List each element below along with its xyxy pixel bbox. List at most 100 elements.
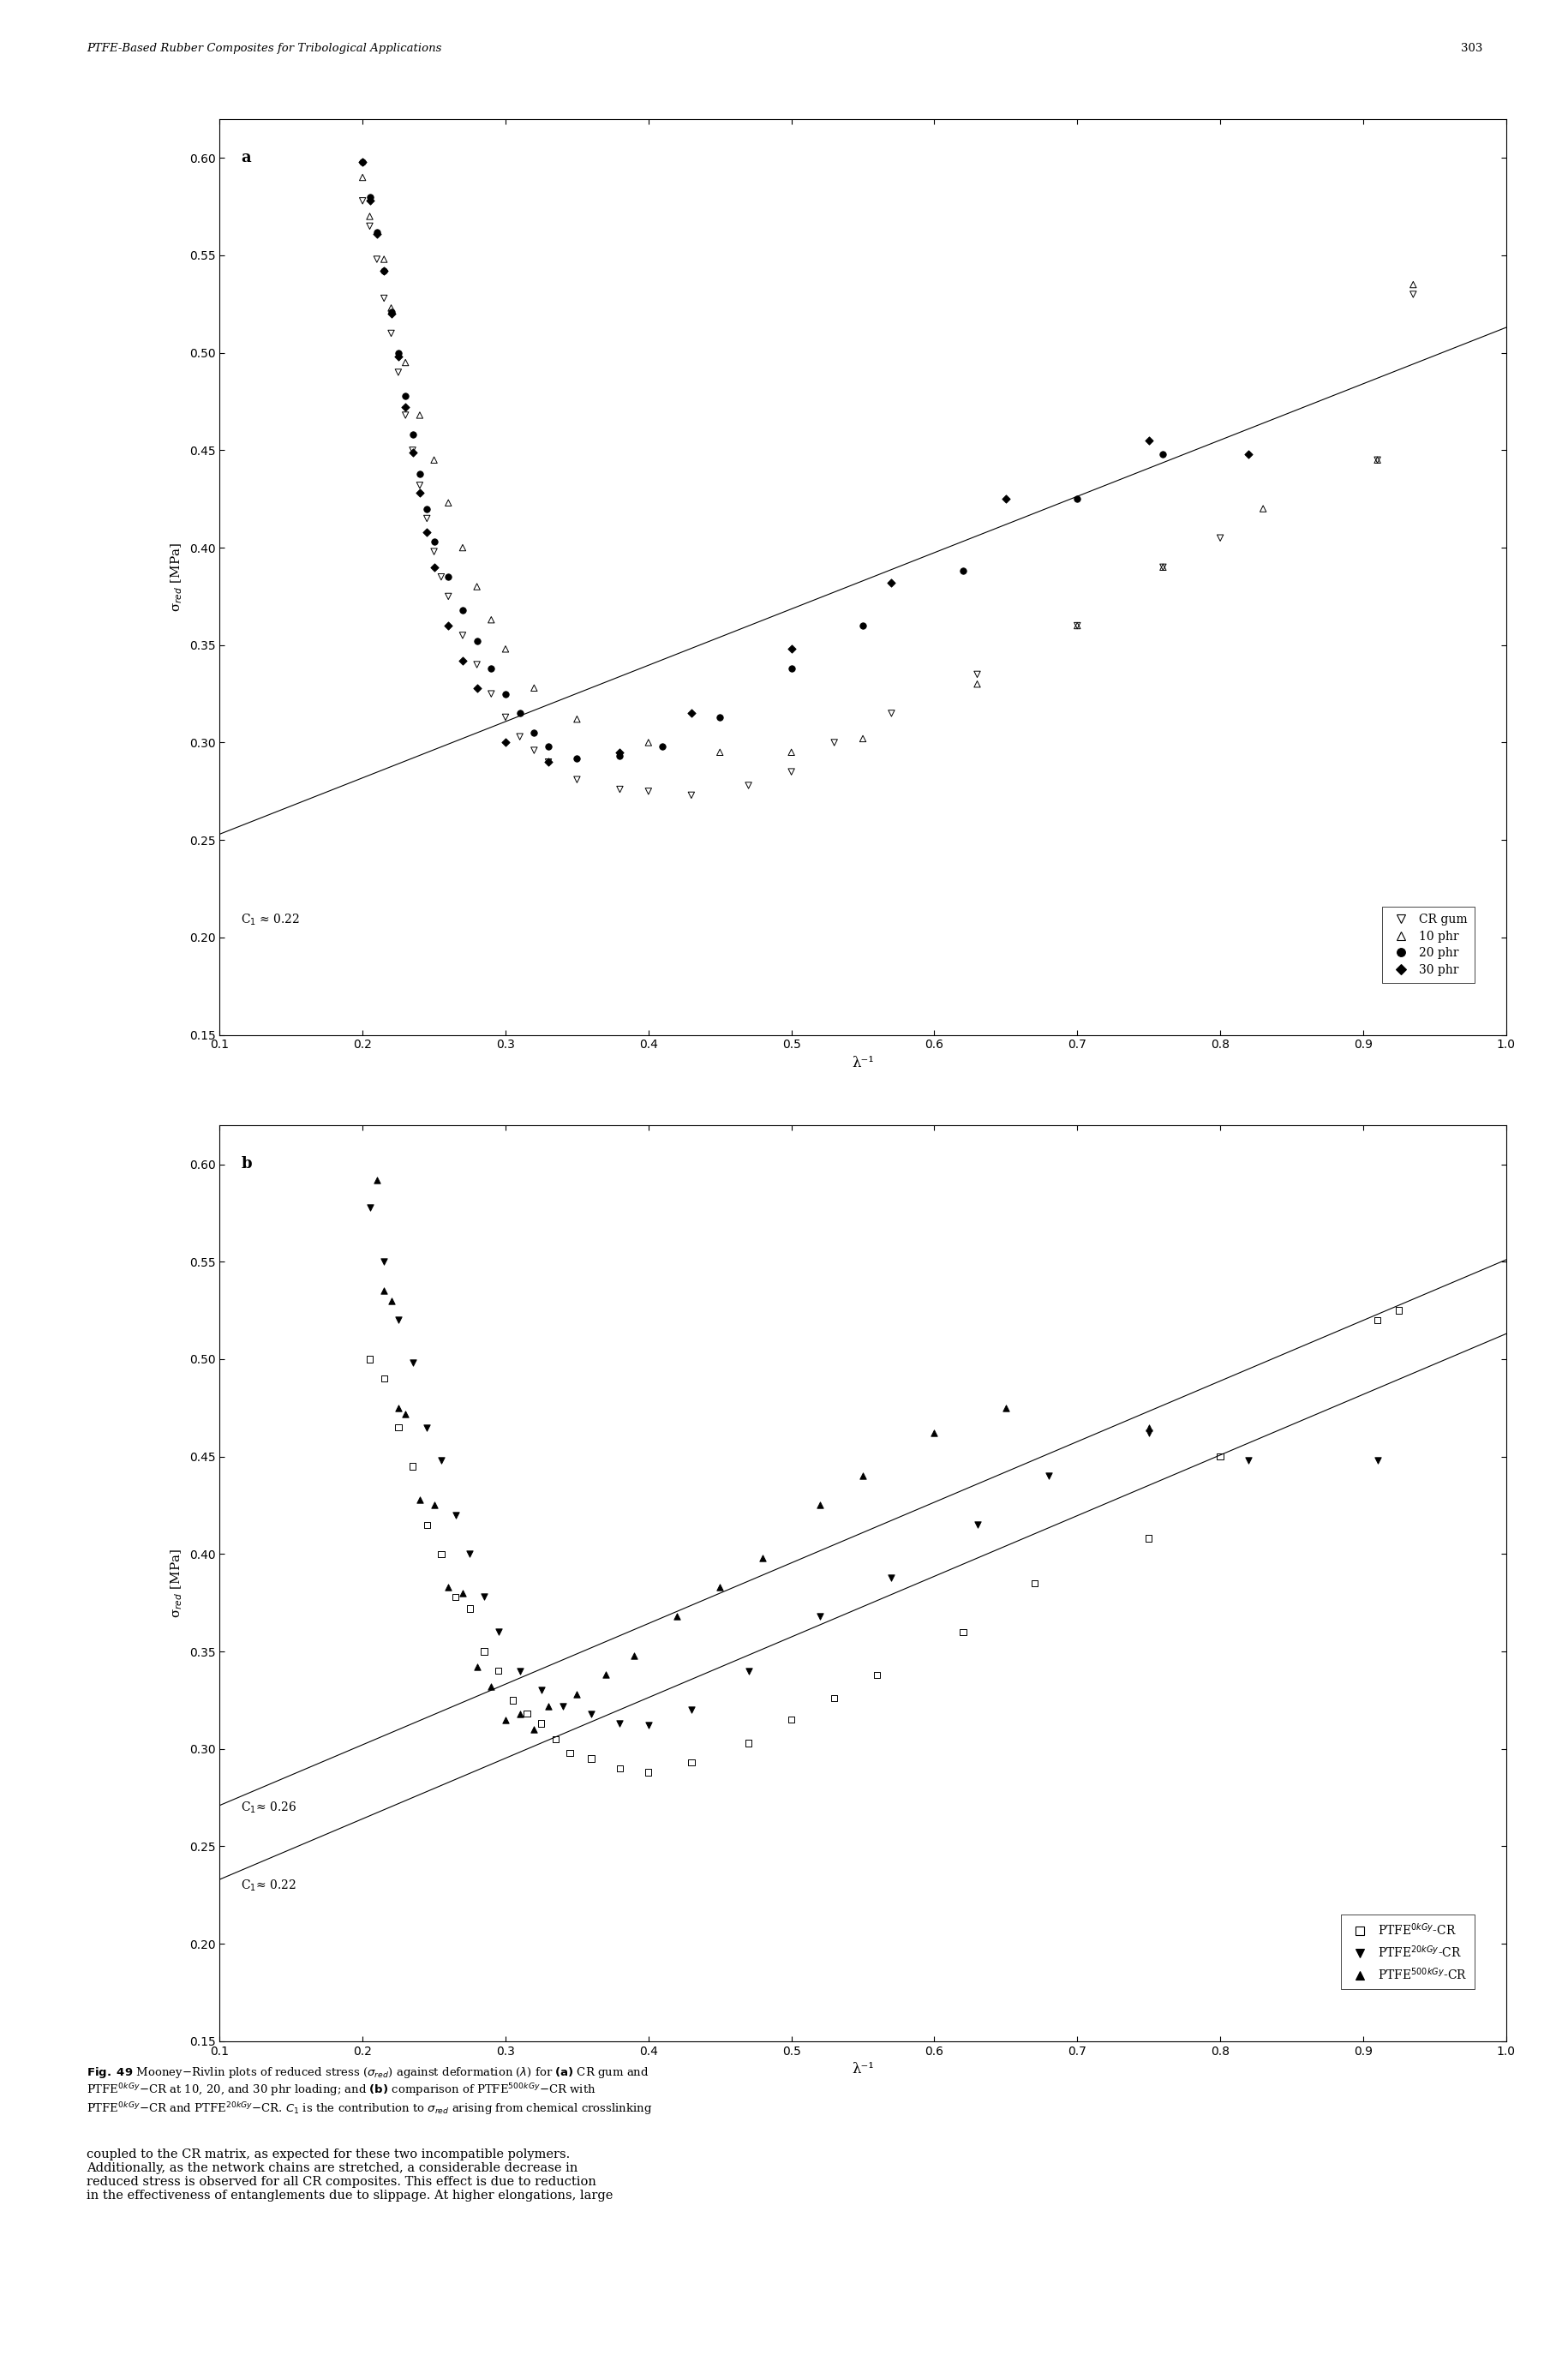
Point — [400, 433, 425, 471]
Point — [679, 1744, 704, 1782]
Point — [950, 552, 975, 590]
Text: C$_1$≈ 0.22: C$_1$≈ 0.22 — [241, 1877, 296, 1894]
Point — [414, 1408, 439, 1446]
Point — [679, 776, 704, 814]
Point — [778, 1701, 803, 1739]
Point — [386, 1408, 411, 1446]
Point — [607, 1703, 632, 1741]
Point — [428, 1534, 453, 1573]
Point — [422, 440, 447, 478]
Point — [358, 181, 383, 219]
Point — [372, 240, 397, 278]
Point — [1065, 481, 1090, 519]
Point — [649, 728, 674, 766]
Point — [442, 1496, 467, 1534]
Point — [750, 1539, 775, 1577]
Point — [1364, 1442, 1389, 1480]
Point — [386, 1301, 411, 1339]
Text: 303: 303 — [1460, 43, 1482, 55]
Point — [364, 1161, 389, 1199]
Text: b: b — [241, 1156, 252, 1170]
Point — [506, 1694, 532, 1732]
Point — [392, 397, 417, 435]
Point — [635, 773, 660, 811]
Point — [392, 343, 417, 381]
Point — [964, 1506, 989, 1544]
Point — [428, 1442, 453, 1480]
Point — [1364, 440, 1389, 478]
Point — [1135, 421, 1160, 459]
Point — [378, 295, 403, 333]
Point — [808, 1487, 833, 1525]
Point — [850, 1456, 875, 1494]
Point — [372, 1358, 397, 1396]
Point — [521, 1711, 546, 1749]
Point — [450, 528, 475, 566]
Point — [607, 771, 632, 809]
Point — [472, 1632, 497, 1670]
Point — [422, 1487, 447, 1525]
Point — [464, 569, 489, 607]
Point — [450, 616, 475, 654]
Point — [1135, 1520, 1160, 1558]
Point — [422, 533, 447, 571]
Point — [679, 695, 704, 733]
Point — [1250, 490, 1275, 528]
Point — [808, 1596, 833, 1634]
Point — [1236, 435, 1261, 473]
Point — [408, 397, 433, 435]
Point — [364, 240, 389, 278]
Point — [1400, 266, 1425, 305]
Point — [735, 1725, 760, 1763]
Point — [364, 214, 389, 252]
Point — [707, 1568, 732, 1606]
Point — [778, 752, 803, 790]
Point — [536, 728, 561, 766]
Point — [528, 1672, 554, 1711]
Point — [1400, 276, 1425, 314]
Point — [450, 1575, 475, 1613]
Point — [414, 514, 439, 552]
Point — [358, 178, 383, 216]
Point — [1364, 1301, 1389, 1339]
Point — [464, 1649, 489, 1687]
Point — [850, 718, 875, 757]
Point — [492, 630, 517, 668]
Point — [414, 490, 439, 528]
Point — [550, 1687, 575, 1725]
Point — [464, 623, 489, 661]
Point — [950, 1613, 975, 1651]
Point — [707, 697, 732, 735]
X-axis label: λ⁻¹: λ⁻¹ — [851, 1056, 873, 1071]
Point — [506, 1651, 532, 1689]
Point — [536, 742, 561, 780]
Point — [964, 666, 989, 704]
Point — [492, 676, 517, 714]
Point — [464, 645, 489, 683]
Text: coupled to the CR matrix, as expected for these two incompatible polymers.
Addit: coupled to the CR matrix, as expected fo… — [86, 2148, 613, 2203]
Point — [450, 590, 475, 628]
Point — [350, 143, 375, 181]
Point — [536, 1687, 561, 1725]
Point — [400, 431, 425, 469]
Point — [521, 714, 546, 752]
Y-axis label: σ$_{red}$ [MPa]: σ$_{red}$ [MPa] — [169, 542, 185, 611]
Y-axis label: σ$_{red}$ [MPa]: σ$_{red}$ [MPa] — [169, 1549, 185, 1618]
Point — [492, 697, 517, 735]
Text: C$_1$≈ 0.26: C$_1$≈ 0.26 — [241, 1801, 296, 1815]
Point — [500, 1682, 525, 1720]
Point — [878, 564, 903, 602]
Point — [1021, 1565, 1046, 1603]
Point — [564, 1675, 590, 1713]
Point — [442, 1577, 467, 1615]
Point — [564, 761, 590, 799]
Point — [478, 676, 503, 714]
Point — [378, 314, 403, 352]
Point — [1207, 519, 1232, 557]
Point — [414, 1506, 439, 1544]
X-axis label: λ⁻¹: λ⁻¹ — [851, 2063, 873, 2077]
Point — [735, 766, 760, 804]
Point — [378, 293, 403, 331]
Point — [665, 1596, 690, 1634]
Point — [478, 649, 503, 688]
